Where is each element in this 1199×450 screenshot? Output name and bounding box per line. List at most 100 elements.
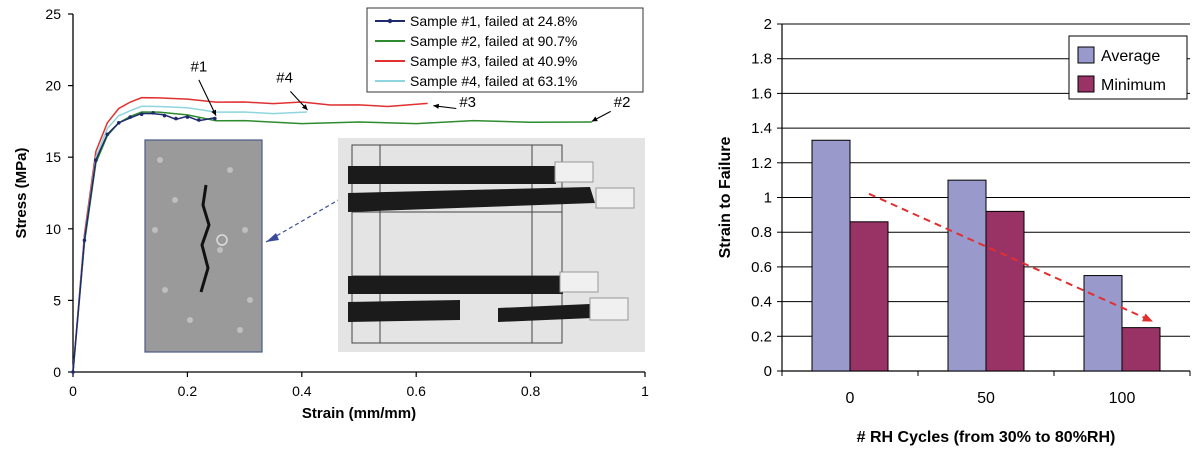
strip-4-tag (559, 271, 599, 293)
annotation-label: #3 (459, 94, 476, 111)
micrograph-speck (242, 227, 248, 233)
x-tick-label: 50 (977, 390, 995, 407)
legend-entry: Minimum (1101, 77, 1166, 94)
y-tick-label: 0 (53, 364, 61, 380)
data-point (174, 116, 178, 121)
strip-3-tag (589, 297, 629, 321)
strip-3-left (348, 300, 460, 322)
data-point (105, 132, 110, 137)
data-point (185, 115, 190, 119)
bar-minimum-100 (1121, 327, 1161, 372)
trend-arrow (868, 192, 1154, 323)
annotation-label: #2 (614, 94, 631, 111)
legend-box (366, 7, 644, 93)
x-tick-label: 1 (641, 383, 649, 399)
micrograph-particle (216, 234, 228, 246)
legend-swatch (1077, 75, 1095, 93)
x-tick-label: 0.8 (521, 383, 541, 399)
x-tick-label: 0 (69, 383, 77, 399)
series-line-sample-4 (72, 105, 307, 373)
x-tick-label: 0.2 (178, 383, 198, 399)
legend-entry: Sample #4, failed at 63.1% (410, 73, 577, 89)
crack-line (199, 184, 211, 293)
annotation-arrowhead (301, 104, 308, 110)
micrograph-speck (152, 227, 158, 233)
strain-to-failure-chart: 0 0.2 0.4 0.6 0.8 1 1.2 1.4 1.6 1.8 2 0 50 100 Average… (717, 16, 1191, 446)
y-tick-label: 1.4 (751, 120, 772, 137)
y-tick-label: 1.6 (751, 85, 772, 102)
y-tick-label: 5 (53, 292, 61, 308)
y-tick-label: 0.8 (751, 224, 772, 241)
y-tick-label: 1 (764, 190, 772, 207)
crack-micrograph-inset (144, 139, 263, 353)
annotation-arrowhead (433, 103, 440, 109)
micrograph-speck (172, 197, 178, 203)
micrograph-speck (157, 157, 163, 163)
x-tick-label: 0.4 (292, 383, 312, 399)
callout-arrowhead (266, 233, 279, 242)
x-axis-title: # RH Cycles (from 30% to 80%RH) (857, 429, 1116, 446)
legend-swatch (1077, 46, 1095, 64)
annotation-label: #4 (276, 70, 293, 87)
micrograph-speck (227, 167, 233, 173)
bar-minimum-50 (985, 210, 1025, 372)
y-tick-label: 0.6 (751, 259, 772, 276)
legend: Sample #1, failed at 24.8% Sample #2, fai… (366, 7, 644, 93)
data-point (213, 116, 217, 121)
data-point (197, 118, 201, 122)
micrograph-speck (247, 297, 253, 303)
bar-minimum-0 (849, 221, 889, 372)
x-tick-label: 100 (1109, 390, 1136, 407)
legend-entry: Sample #1, failed at 24.8% (410, 13, 577, 29)
strip-1-tag (554, 161, 594, 183)
annotation-label: #1 (190, 58, 207, 75)
series-line-sample-2 (72, 111, 592, 373)
y-tick-label: 20 (45, 78, 61, 94)
stress-strain-chart: 0 5 10 15 20 25 0 0.2 0.4 0.6 0.8 1 Strain (mm/mm) St… (13, 6, 649, 422)
data-point (162, 113, 167, 118)
strip-3-right (498, 304, 592, 322)
y-tick-label: 0.4 (751, 294, 772, 311)
micrograph-speck (237, 327, 243, 333)
y-tick-label: 1.8 (751, 51, 772, 68)
strip-1 (348, 166, 556, 184)
legend: Average Minimum (1068, 35, 1188, 100)
legend-entry: Sample #3, failed at 40.9% (410, 53, 577, 69)
data-point (82, 238, 87, 243)
x-tick-label: 0 (846, 390, 855, 407)
bar-average-0 (811, 139, 851, 372)
strip-2-tag (595, 187, 635, 209)
bar-average-100 (1083, 275, 1123, 372)
micrograph-speck (162, 287, 168, 293)
annotation-arrowhead (591, 116, 598, 122)
y-axis-title: Strain to Failure (717, 137, 734, 259)
y-tick-label: 0.2 (751, 328, 772, 345)
data-point (139, 112, 144, 117)
x-tick-label: 0.6 (406, 383, 426, 399)
annotation-arrow (198, 79, 217, 116)
micrograph-speck (217, 247, 223, 253)
callout-dashed-line (265, 194, 348, 243)
data-point (128, 115, 132, 119)
data-point (94, 158, 98, 162)
annotation-arrowhead (211, 109, 217, 116)
y-tick-label: 0 (764, 363, 772, 380)
legend-entry: Average (1101, 48, 1160, 65)
data-point (151, 111, 155, 115)
data-point (116, 121, 121, 125)
y-tick-label: 10 (45, 221, 61, 237)
trend-arrowhead (1142, 313, 1153, 322)
data-point (71, 370, 75, 374)
failed-samples-photo-inset (338, 138, 645, 352)
y-axis-title: Stress (MPa) (13, 148, 30, 239)
bar-average-50 (947, 179, 987, 372)
micrograph-speck (187, 317, 193, 323)
legend-marker (387, 18, 393, 24)
y-tick-label: 1.2 (751, 155, 772, 172)
y-tick-label: 2 (764, 16, 772, 33)
photo-frame (351, 144, 563, 344)
legend-entry: Sample #2, failed at 90.7% (410, 33, 577, 49)
x-axis-title: Strain (mm/mm) (302, 405, 416, 422)
strip-4 (348, 276, 563, 294)
series-line-sample-3 (72, 96, 428, 373)
